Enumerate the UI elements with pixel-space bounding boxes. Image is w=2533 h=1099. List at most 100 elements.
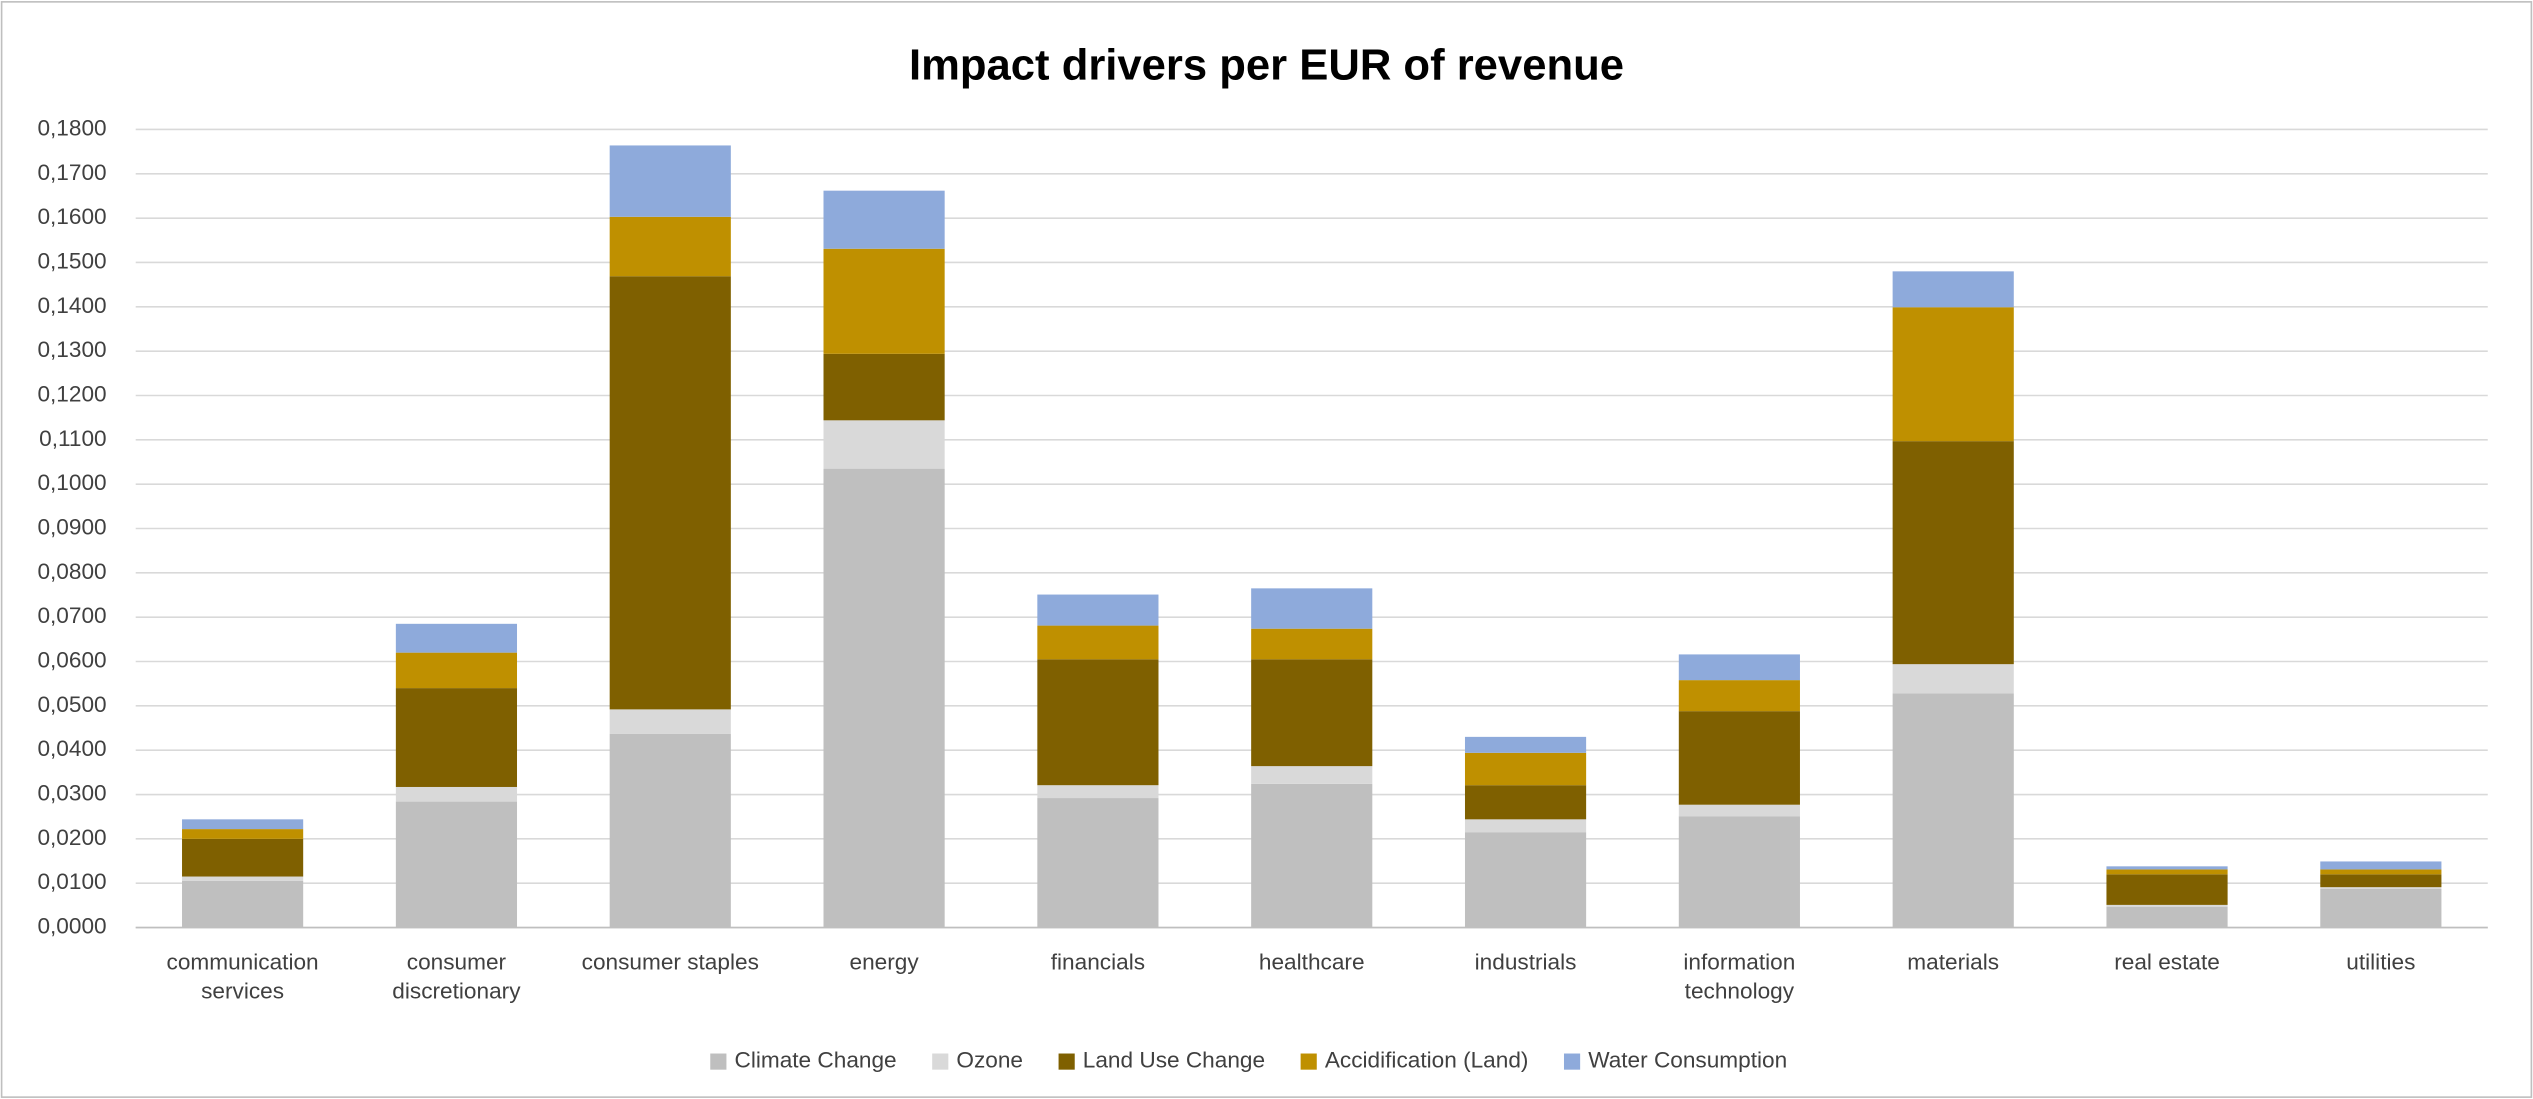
bar-segment — [1037, 594, 1159, 626]
y-tick-label: 0,1000 — [37, 470, 106, 495]
x-tick-label: industrials — [1474, 948, 1577, 975]
x-tick-label: energy — [849, 948, 919, 975]
bar-segment — [609, 276, 731, 710]
legend-item: Land Use Change — [1058, 1048, 1265, 1073]
bar-segment — [1037, 625, 1159, 660]
legend-label: Land Use Change — [1083, 1048, 1265, 1073]
x-tick-label-box: industrials — [1474, 948, 1577, 975]
bar-segment — [1464, 736, 1587, 753]
y-tick-label: 0,0700 — [37, 603, 106, 628]
bar-segment — [1251, 588, 1373, 629]
y-tick-label: 0,1600 — [37, 204, 106, 229]
bar-segment — [1678, 711, 1800, 805]
bar-segment — [395, 801, 518, 928]
bar-segment — [609, 145, 731, 217]
bar-segment — [395, 688, 518, 787]
bar-segment — [395, 623, 518, 653]
bar-segment — [1037, 798, 1159, 928]
bar-segment — [2106, 866, 2228, 870]
bar-segment — [182, 876, 304, 881]
bar-segment — [395, 786, 518, 802]
y-tick-label: 0,1800 — [37, 115, 106, 140]
legend-item: Accidification (Land) — [1300, 1048, 1529, 1073]
bar-segment — [823, 248, 945, 354]
y-tick-label: 0,1400 — [37, 293, 106, 318]
bar-segment — [1464, 785, 1587, 820]
x-tick-label: materials — [1907, 948, 2000, 975]
y-tick-label: 0,1300 — [37, 337, 106, 362]
bar-segment — [1678, 680, 1800, 712]
legend-label: Ozone — [956, 1048, 1023, 1073]
legend-label: Climate Change — [735, 1048, 897, 1073]
x-tick-label-box: information technology — [1683, 948, 1796, 1004]
bar-segment — [1251, 659, 1373, 767]
bar-segment — [182, 829, 304, 839]
x-tick-label-box: communication services — [166, 948, 319, 1004]
chart-title: Impact drivers per EUR of revenue — [909, 42, 1624, 90]
y-tick-label: 0,1100 — [39, 426, 106, 451]
legend-item: Water Consumption — [1563, 1048, 1787, 1073]
bar-segment — [2106, 904, 2228, 907]
bar-segment — [182, 838, 304, 877]
bar-segment — [609, 733, 731, 928]
x-tick-label-box: consumer staples — [581, 948, 759, 975]
y-tick-label: 0,0100 — [37, 869, 106, 894]
bar-segment — [1892, 271, 2014, 308]
bar-segment — [823, 420, 945, 469]
bar-segment — [182, 819, 304, 830]
bar-segment — [2320, 869, 2442, 875]
legend-swatch — [710, 1053, 727, 1070]
x-tick-label-box: utilities — [2346, 948, 2416, 975]
bar-segment — [395, 652, 518, 689]
y-tick-label: 0,0900 — [37, 514, 106, 539]
x-tick-label-box: energy — [849, 948, 919, 975]
legend-swatch — [1300, 1053, 1317, 1070]
legend-swatch — [932, 1053, 949, 1070]
bar-segment — [1678, 654, 1800, 681]
bar-segment — [2320, 888, 2442, 928]
x-tick-label: consumer staples — [581, 948, 759, 975]
bar-segment — [2320, 874, 2442, 888]
bar-segment — [1037, 659, 1159, 786]
bar-segment — [2106, 906, 2228, 928]
x-tick-label-box: consumer discretionary — [392, 949, 520, 1004]
legend-item: Ozone — [932, 1048, 1023, 1073]
bar-segment — [1892, 441, 2014, 665]
y-tick-label: 0,0500 — [37, 692, 106, 717]
bar-segment — [1251, 783, 1373, 928]
x-tick-label: utilities — [2346, 948, 2416, 975]
bar-segment — [182, 880, 304, 928]
legend-label: Water Consumption — [1588, 1048, 1787, 1073]
bar-segment — [1464, 832, 1587, 928]
y-tick-label: 0,0600 — [37, 647, 106, 672]
bar-segment — [2320, 861, 2442, 870]
bar-segment — [609, 216, 731, 277]
bar-segment — [823, 190, 945, 249]
bar-segment — [2320, 887, 2442, 889]
x-tick-label-box: financials — [1051, 949, 1145, 975]
bar-segment — [609, 709, 731, 734]
y-tick-label: 0,0400 — [37, 736, 106, 761]
legend-label: Accidification (Land) — [1325, 1048, 1529, 1073]
bar-segment — [823, 353, 945, 421]
legend-swatch — [1058, 1053, 1075, 1070]
x-tick-label: healthcare — [1258, 948, 1365, 975]
bar-segment — [1892, 693, 2014, 928]
y-tick-label: 0,1200 — [37, 381, 106, 406]
y-tick-label: 0,0000 — [37, 913, 106, 938]
bar-segment — [1464, 819, 1587, 833]
x-tick-label-box: materials — [1907, 948, 2000, 975]
bar-segment — [1678, 804, 1800, 817]
x-tick-label: communication services — [166, 948, 319, 1004]
y-tick-label: 0,0200 — [37, 825, 106, 850]
bar-segment — [2106, 874, 2228, 905]
x-tick-label-box: healthcare — [1258, 948, 1365, 975]
bar-segment — [1464, 752, 1587, 786]
x-tick-label: information technology — [1683, 948, 1796, 1004]
y-tick-label: 0,1700 — [37, 160, 106, 185]
bar-segment — [1678, 816, 1800, 928]
x-tick-label: real estate — [2114, 948, 2220, 975]
bar-segment — [1892, 307, 2014, 442]
